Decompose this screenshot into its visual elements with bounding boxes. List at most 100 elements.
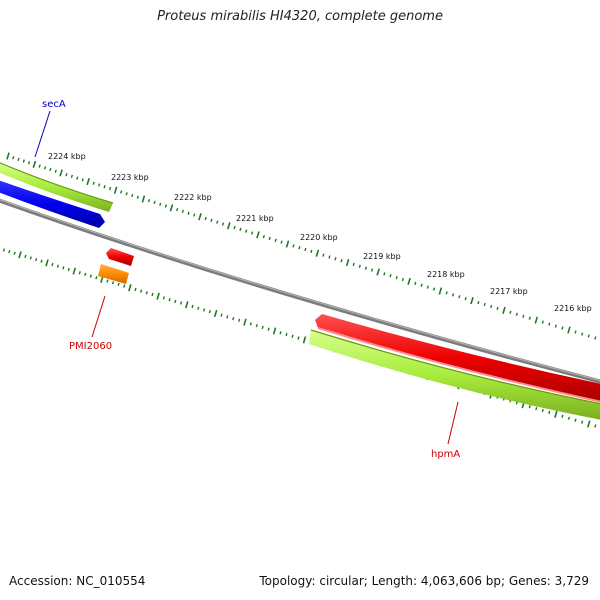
pmi2060-label-connector [91, 295, 106, 338]
outer-ruler-minor-tick [383, 272, 386, 276]
inner-ruler-minor-tick [249, 322, 252, 326]
outer-ruler-major-tick [32, 160, 37, 169]
outer-ruler-minor-tick [340, 259, 343, 263]
gene-label-pmi2060: PMI2060 [69, 341, 112, 352]
orf-band-upper-edge [0, 162, 114, 204]
outer-ruler-major-tick [502, 306, 506, 314]
outer-ruler-minor-tick [92, 181, 95, 185]
inner-ruler-major-tick [45, 259, 49, 267]
outer-ruler-minor-tick [81, 178, 84, 182]
outer-ruler-minor-tick [70, 174, 74, 179]
outer-ruler-minor-tick [458, 295, 461, 299]
inner-ruler-minor-tick [548, 410, 551, 415]
kbp-label: 2216 kbp [554, 304, 592, 313]
inner-ruler-minor-tick [561, 414, 564, 418]
pmi2060-red-feature [106, 248, 134, 266]
inner-ruler-major-tick [18, 251, 22, 259]
outer-ruler-minor-tick [334, 257, 337, 261]
outer-ruler-minor-tick [268, 236, 271, 241]
inner-ruler-minor-tick [8, 249, 11, 254]
outer-ruler-minor-tick [496, 306, 499, 311]
map-title: Proteus mirabilis HI4320, complete genom… [157, 9, 443, 24]
outer-ruler-major-tick [438, 287, 443, 295]
outer-ruler-minor-tick [280, 240, 283, 244]
inner-ruler-minor-tick [285, 332, 288, 337]
outer-ruler-minor-tick [395, 275, 398, 280]
outer-ruler-major-tick [86, 177, 90, 186]
inner-ruler-minor-tick [179, 301, 183, 305]
outer-ruler-minor-tick [245, 229, 248, 233]
inner-ruler-minor-tick [95, 276, 98, 280]
inner-ruler-minor-tick [62, 266, 65, 270]
outer-ruler-minor-tick [515, 312, 518, 316]
inner-ruler-major-tick [72, 267, 77, 275]
outer-ruler-minor-tick [108, 186, 112, 191]
outer-ruler-minor-tick [322, 253, 325, 257]
outer-ruler-minor-tick [561, 326, 564, 330]
inner-ruler-minor-tick [106, 279, 109, 283]
inner-ruler-minor-tick [297, 336, 300, 340]
outer-ruler-major-tick [470, 297, 474, 305]
inner-ruler-major-tick [184, 301, 189, 309]
outer-ruler-major-tick [113, 186, 118, 194]
outer-ruler-major-tick [256, 231, 260, 239]
outer-ruler-minor-tick [420, 283, 423, 287]
outer-ruler-major-tick [141, 195, 146, 203]
inner-ruler-minor-tick [151, 292, 154, 297]
outer-ruler-minor-tick [103, 185, 106, 189]
outer-ruler-minor-tick [120, 190, 123, 194]
outer-ruler-track [6, 152, 597, 340]
outer-ruler-minor-tick [210, 218, 213, 222]
outer-ruler-minor-tick [239, 227, 242, 232]
outer-ruler-minor-tick [541, 320, 544, 324]
inner-ruler-minor-tick [291, 334, 294, 338]
outer-ruler-minor-tick [159, 202, 162, 206]
inner-ruler-minor-tick [24, 254, 27, 259]
outer-ruler-major-tick [59, 169, 63, 177]
outer-ruler-minor-tick [262, 235, 265, 239]
inner-ruler-minor-tick [13, 251, 16, 255]
kbp-label: 2217 kbp [490, 287, 528, 296]
accession-text: Accession: NC_010554 [9, 574, 146, 588]
outer-ruler-major-tick [376, 268, 380, 276]
hpma-gene-arrow [315, 314, 600, 402]
genome-summary-text: Topology: circular; Length: 4,063,606 bp… [259, 574, 589, 588]
outer-ruler-minor-tick [233, 225, 236, 230]
kbp-label: 2218 kbp [427, 270, 465, 279]
inner-ruler-minor-tick [226, 315, 229, 319]
genome-backbone [0, 198, 600, 384]
orf-band-upper [0, 162, 113, 212]
gene-label-seca: secA [42, 99, 66, 110]
inner-ruler-minor-tick [162, 296, 165, 300]
outer-ruler-minor-tick [426, 285, 429, 289]
outer-ruler-major-tick [315, 249, 320, 257]
outer-ruler-minor-tick [49, 167, 52, 172]
outer-ruler-minor-tick [310, 249, 313, 254]
outer-ruler-minor-tick [451, 293, 455, 297]
outer-ruler-minor-tick [477, 300, 480, 305]
outer-ruler-minor-tick [216, 220, 219, 224]
outer-ruler-minor-tick [304, 247, 307, 252]
inner-ruler-minor-tick [528, 405, 531, 409]
outer-ruler-minor-tick [292, 244, 295, 248]
genome-backbone-highlight [0, 199, 600, 381]
outer-ruler-minor-tick [250, 231, 254, 235]
outer-ruler-minor-tick [445, 291, 448, 295]
outer-ruler-minor-tick [38, 164, 41, 168]
inner-ruler-minor-tick [237, 318, 241, 323]
inner-ruler-minor-tick [279, 331, 282, 335]
outer-ruler-minor-tick [164, 204, 167, 208]
outer-ruler-major-tick [345, 258, 350, 267]
inner-ruler-minor-tick [174, 299, 177, 303]
inner-ruler-track [2, 248, 597, 428]
outer-ruler-minor-tick [352, 262, 355, 267]
inner-ruler-minor-tick [232, 316, 235, 321]
inner-ruler-minor-tick [111, 281, 115, 285]
outer-ruler-minor-tick [414, 281, 417, 285]
kbp-label: 2221 kbp [236, 214, 274, 223]
outer-ruler-minor-tick [364, 266, 368, 270]
inner-ruler-minor-tick [134, 287, 137, 292]
inner-ruler-major-tick [272, 327, 277, 335]
outer-ruler-minor-tick [187, 211, 190, 215]
outer-ruler-minor-tick [76, 176, 79, 180]
